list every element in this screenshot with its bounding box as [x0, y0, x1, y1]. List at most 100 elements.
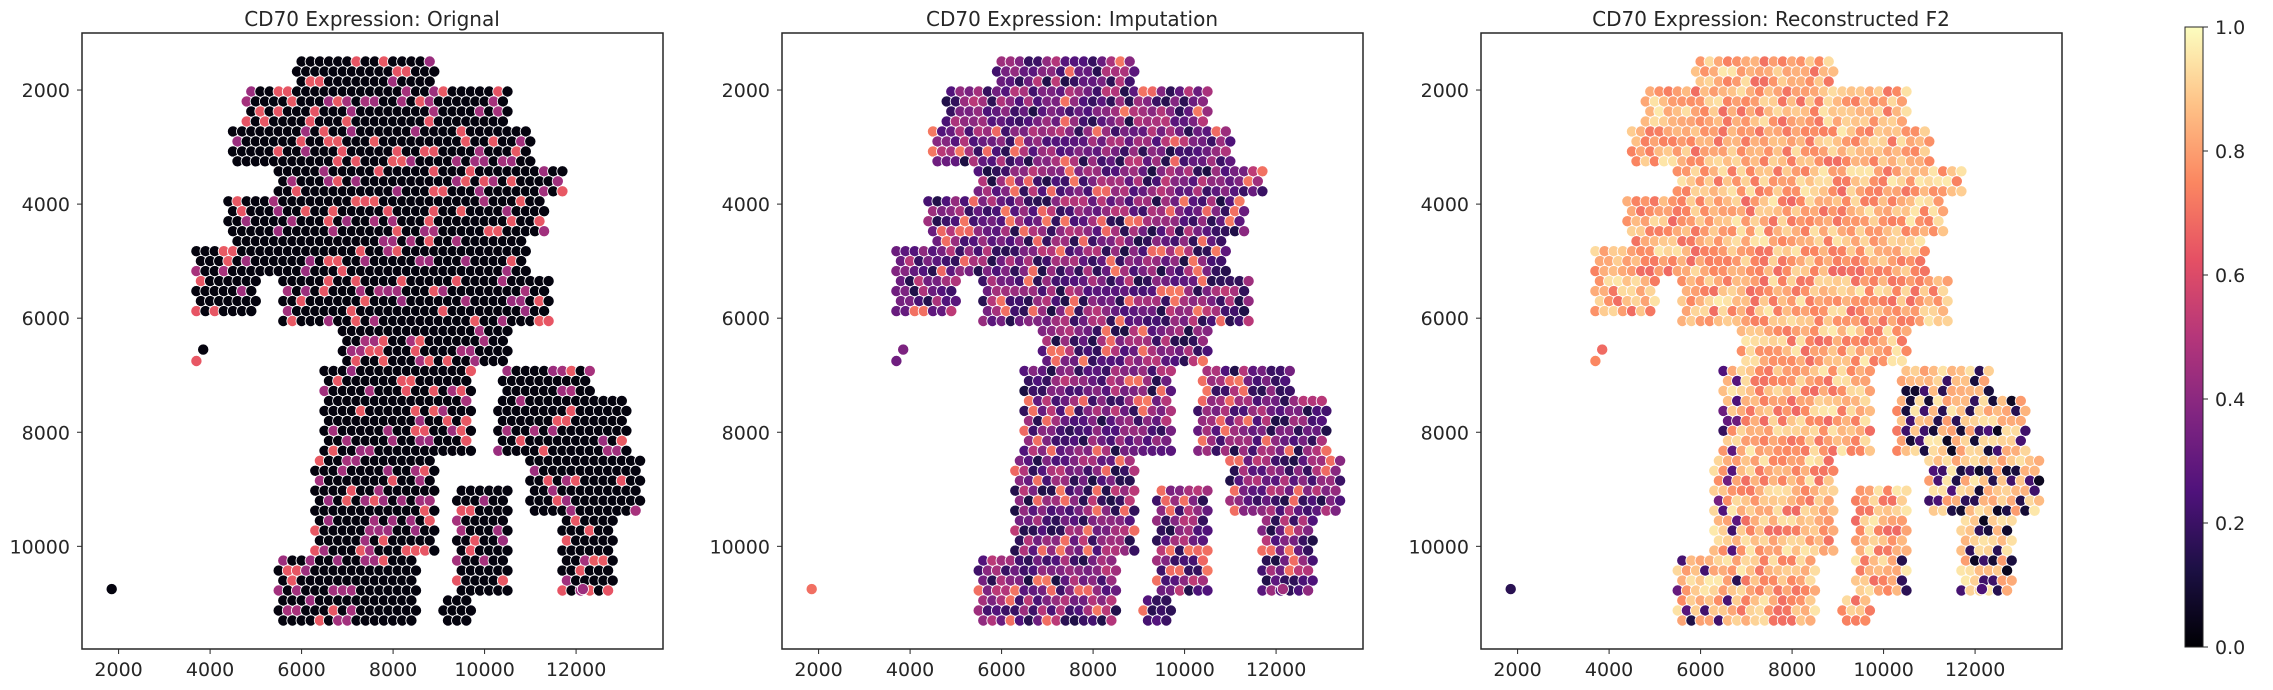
spot-marker — [1822, 534, 1835, 547]
spot-marker — [428, 484, 441, 497]
spot-marker — [1859, 374, 1872, 387]
spot-marker — [1105, 594, 1118, 607]
spot-marker — [542, 295, 555, 308]
spot-marker — [538, 305, 551, 318]
spot-marker — [1196, 554, 1209, 567]
spot-marker — [1822, 454, 1835, 467]
spot-marker — [501, 344, 514, 357]
spot-marker — [1978, 374, 1991, 387]
spot-marker — [515, 235, 528, 248]
spot-marker — [2014, 414, 2027, 427]
spot-marker — [1160, 394, 1173, 407]
spot-marker — [464, 364, 477, 377]
spot-marker — [515, 255, 528, 268]
spot-marker — [1105, 554, 1118, 567]
spot-marker — [1164, 444, 1177, 457]
spot-marker — [501, 584, 514, 597]
spot-marker — [1123, 474, 1136, 487]
spot-marker — [1937, 305, 1950, 318]
spot-marker — [1950, 175, 1963, 188]
spot-marker — [1201, 584, 1214, 597]
spot-marker — [1215, 235, 1228, 248]
spot-marker — [1827, 464, 1840, 477]
spot-marker — [1895, 95, 1908, 108]
spot-marker — [2001, 544, 2014, 557]
spot-marker — [1196, 574, 1209, 587]
x-tick-label: 10000 — [1853, 659, 1913, 681]
spot-marker — [1283, 384, 1296, 397]
spot-marker — [629, 504, 642, 517]
spot-marker — [460, 414, 473, 427]
x-tick-label: 6000 — [1676, 659, 1724, 681]
spot-marker — [1955, 165, 1968, 178]
spot-marker — [496, 554, 509, 567]
spot-marker — [615, 394, 628, 407]
spot-marker — [519, 245, 532, 258]
spot-marker — [1932, 215, 1945, 228]
spot-marker — [1827, 524, 1840, 537]
spot-marker — [1923, 155, 1936, 168]
spot-marker — [1809, 564, 1822, 577]
spot-marker — [428, 504, 441, 517]
y-tick-label: 4000 — [22, 194, 70, 216]
spot-marker — [428, 544, 441, 557]
spot-marker — [464, 424, 477, 437]
spot-marker — [460, 614, 473, 627]
spot-marker — [542, 314, 555, 327]
y-tick-label: 10000 — [710, 536, 770, 558]
x-tick-label: 10000 — [454, 659, 514, 681]
y-tick-label: 4000 — [1421, 194, 1469, 216]
spot-marker — [1219, 145, 1232, 158]
spot-marker — [460, 374, 473, 387]
spot-marker — [2028, 464, 2041, 477]
spot-marker — [1900, 544, 1913, 557]
spot-marker — [2019, 424, 2032, 437]
spot-marker — [1242, 295, 1255, 308]
spot-marker — [1256, 185, 1269, 198]
spot-marker — [405, 554, 418, 567]
x-tick-label: 8000 — [1069, 659, 1117, 681]
spot-marker — [1334, 494, 1347, 507]
spot-marker — [556, 165, 569, 178]
spot-marker — [1937, 205, 1950, 218]
spot-marker — [634, 474, 647, 487]
spot-marker — [245, 305, 258, 318]
spot-marker — [1302, 524, 1315, 537]
spot-marker — [1863, 444, 1876, 457]
y-tick-label: 2000 — [22, 80, 70, 102]
colorbar-gradient — [2184, 26, 2204, 648]
panel-title: CD70 Expression: Imputation — [926, 7, 1218, 31]
spot-marker — [2028, 484, 2041, 497]
spot-marker — [1164, 364, 1177, 377]
spot-marker — [1941, 295, 1954, 308]
spot-marker — [1918, 145, 1931, 158]
spot-marker — [1975, 583, 1988, 596]
spot-marker — [423, 454, 436, 467]
x-tick-label: 10000 — [1154, 659, 1214, 681]
spot-marker — [620, 424, 633, 437]
spot-marker — [1215, 255, 1228, 268]
spot-marker — [1315, 414, 1328, 427]
spot-marker — [249, 295, 262, 308]
spot-marker — [496, 574, 509, 587]
spot-marker — [1320, 444, 1333, 457]
y-tick-label: 8000 — [22, 422, 70, 444]
spot-marker — [464, 444, 477, 457]
spot-marker — [2028, 504, 2041, 517]
spot-marker — [949, 275, 962, 288]
spot-marker — [1900, 484, 1913, 497]
spot-marker — [890, 354, 903, 367]
spot-marker — [460, 434, 473, 447]
spot-marker — [1201, 324, 1214, 337]
y-tick-label: 8000 — [722, 422, 770, 444]
spot-marker — [524, 135, 537, 148]
spot-marker — [1937, 225, 1950, 238]
spot-marker — [1918, 245, 1931, 258]
spot-marker — [583, 384, 596, 397]
spot-marker — [245, 285, 258, 298]
spot-marker — [1804, 594, 1817, 607]
spot-marker — [496, 514, 509, 527]
spot-marker — [501, 524, 514, 537]
spot-marker — [501, 484, 514, 497]
x-tick-label: 12000 — [1246, 659, 1306, 681]
